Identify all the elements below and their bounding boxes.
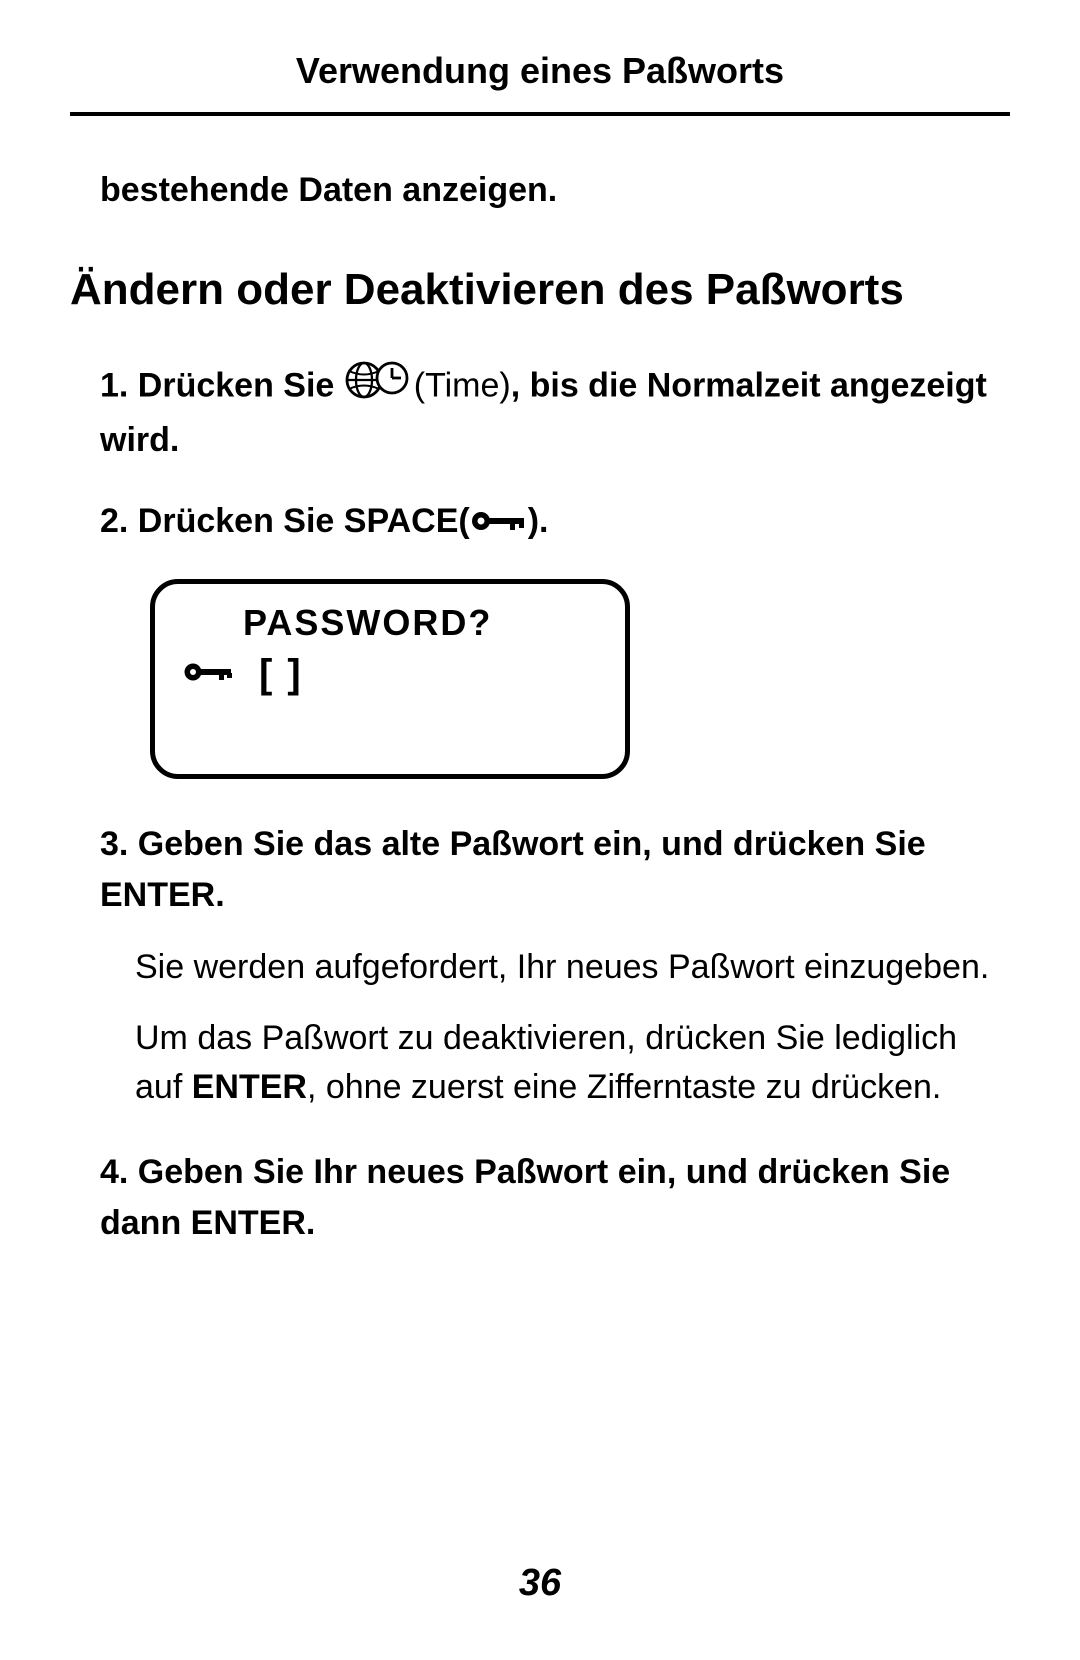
step-3-sub2-bold: ENTER bbox=[192, 1068, 307, 1106]
header-divider bbox=[70, 112, 1010, 116]
step-3: 3. Geben Sie das alte Paßwort ein, und d… bbox=[100, 819, 1010, 1113]
step-2-text: 2. Drücken Sie SPACE( ). bbox=[100, 496, 1010, 549]
step-1-text: 1. Drücken Sie (Time), bis die Normalzei… bbox=[100, 360, 1010, 466]
globe-clock-icon bbox=[344, 360, 414, 415]
step-4: 4. Geben Sie Ihr neues Paßwort ein, und … bbox=[100, 1147, 1010, 1249]
lcd-display: PASSWORD? [ ] bbox=[150, 579, 630, 779]
step-1-time-label: (Time) bbox=[414, 366, 511, 404]
step-2: 2. Drücken Sie SPACE( ). bbox=[100, 496, 1010, 549]
intro-text: bestehende Daten anzeigen. bbox=[100, 171, 1010, 210]
page-number: 36 bbox=[0, 1562, 1080, 1605]
display-title: PASSWORD? bbox=[243, 602, 605, 644]
step-3-sub1: Sie werden aufgefordert, Ihr neues Paßwo… bbox=[135, 943, 1010, 992]
steps-container: 1. Drücken Sie (Time), bis die Normalzei… bbox=[100, 360, 1010, 1249]
step-2-suffix: ). bbox=[528, 502, 549, 540]
step-1-prefix: 1. Drücken Sie bbox=[100, 366, 344, 404]
step-1: 1. Drücken Sie (Time), bis die Normalzei… bbox=[100, 360, 1010, 466]
step-2-prefix: 2. Drücken Sie SPACE( bbox=[100, 502, 470, 540]
step-3-sub2: Um das Paßwort zu deaktivieren, drücken … bbox=[135, 1014, 1010, 1113]
step-3-sub2-b: , ohne zuerst eine Zifferntaste zu drück… bbox=[307, 1068, 941, 1106]
section-heading: Ändern oder Deaktivieren des Paßworts bbox=[70, 265, 1010, 315]
display-row: [ ] bbox=[183, 652, 605, 697]
page-header-title: Verwendung eines Paßworts bbox=[70, 50, 1010, 92]
step-4-text: 4. Geben Sie Ihr neues Paßwort ein, und … bbox=[100, 1147, 1010, 1249]
key-icon-display bbox=[183, 660, 235, 689]
display-brackets: [ ] bbox=[259, 652, 303, 697]
key-icon bbox=[470, 498, 528, 549]
step-3-text: 3. Geben Sie das alte Paßwort ein, und d… bbox=[100, 819, 1010, 921]
